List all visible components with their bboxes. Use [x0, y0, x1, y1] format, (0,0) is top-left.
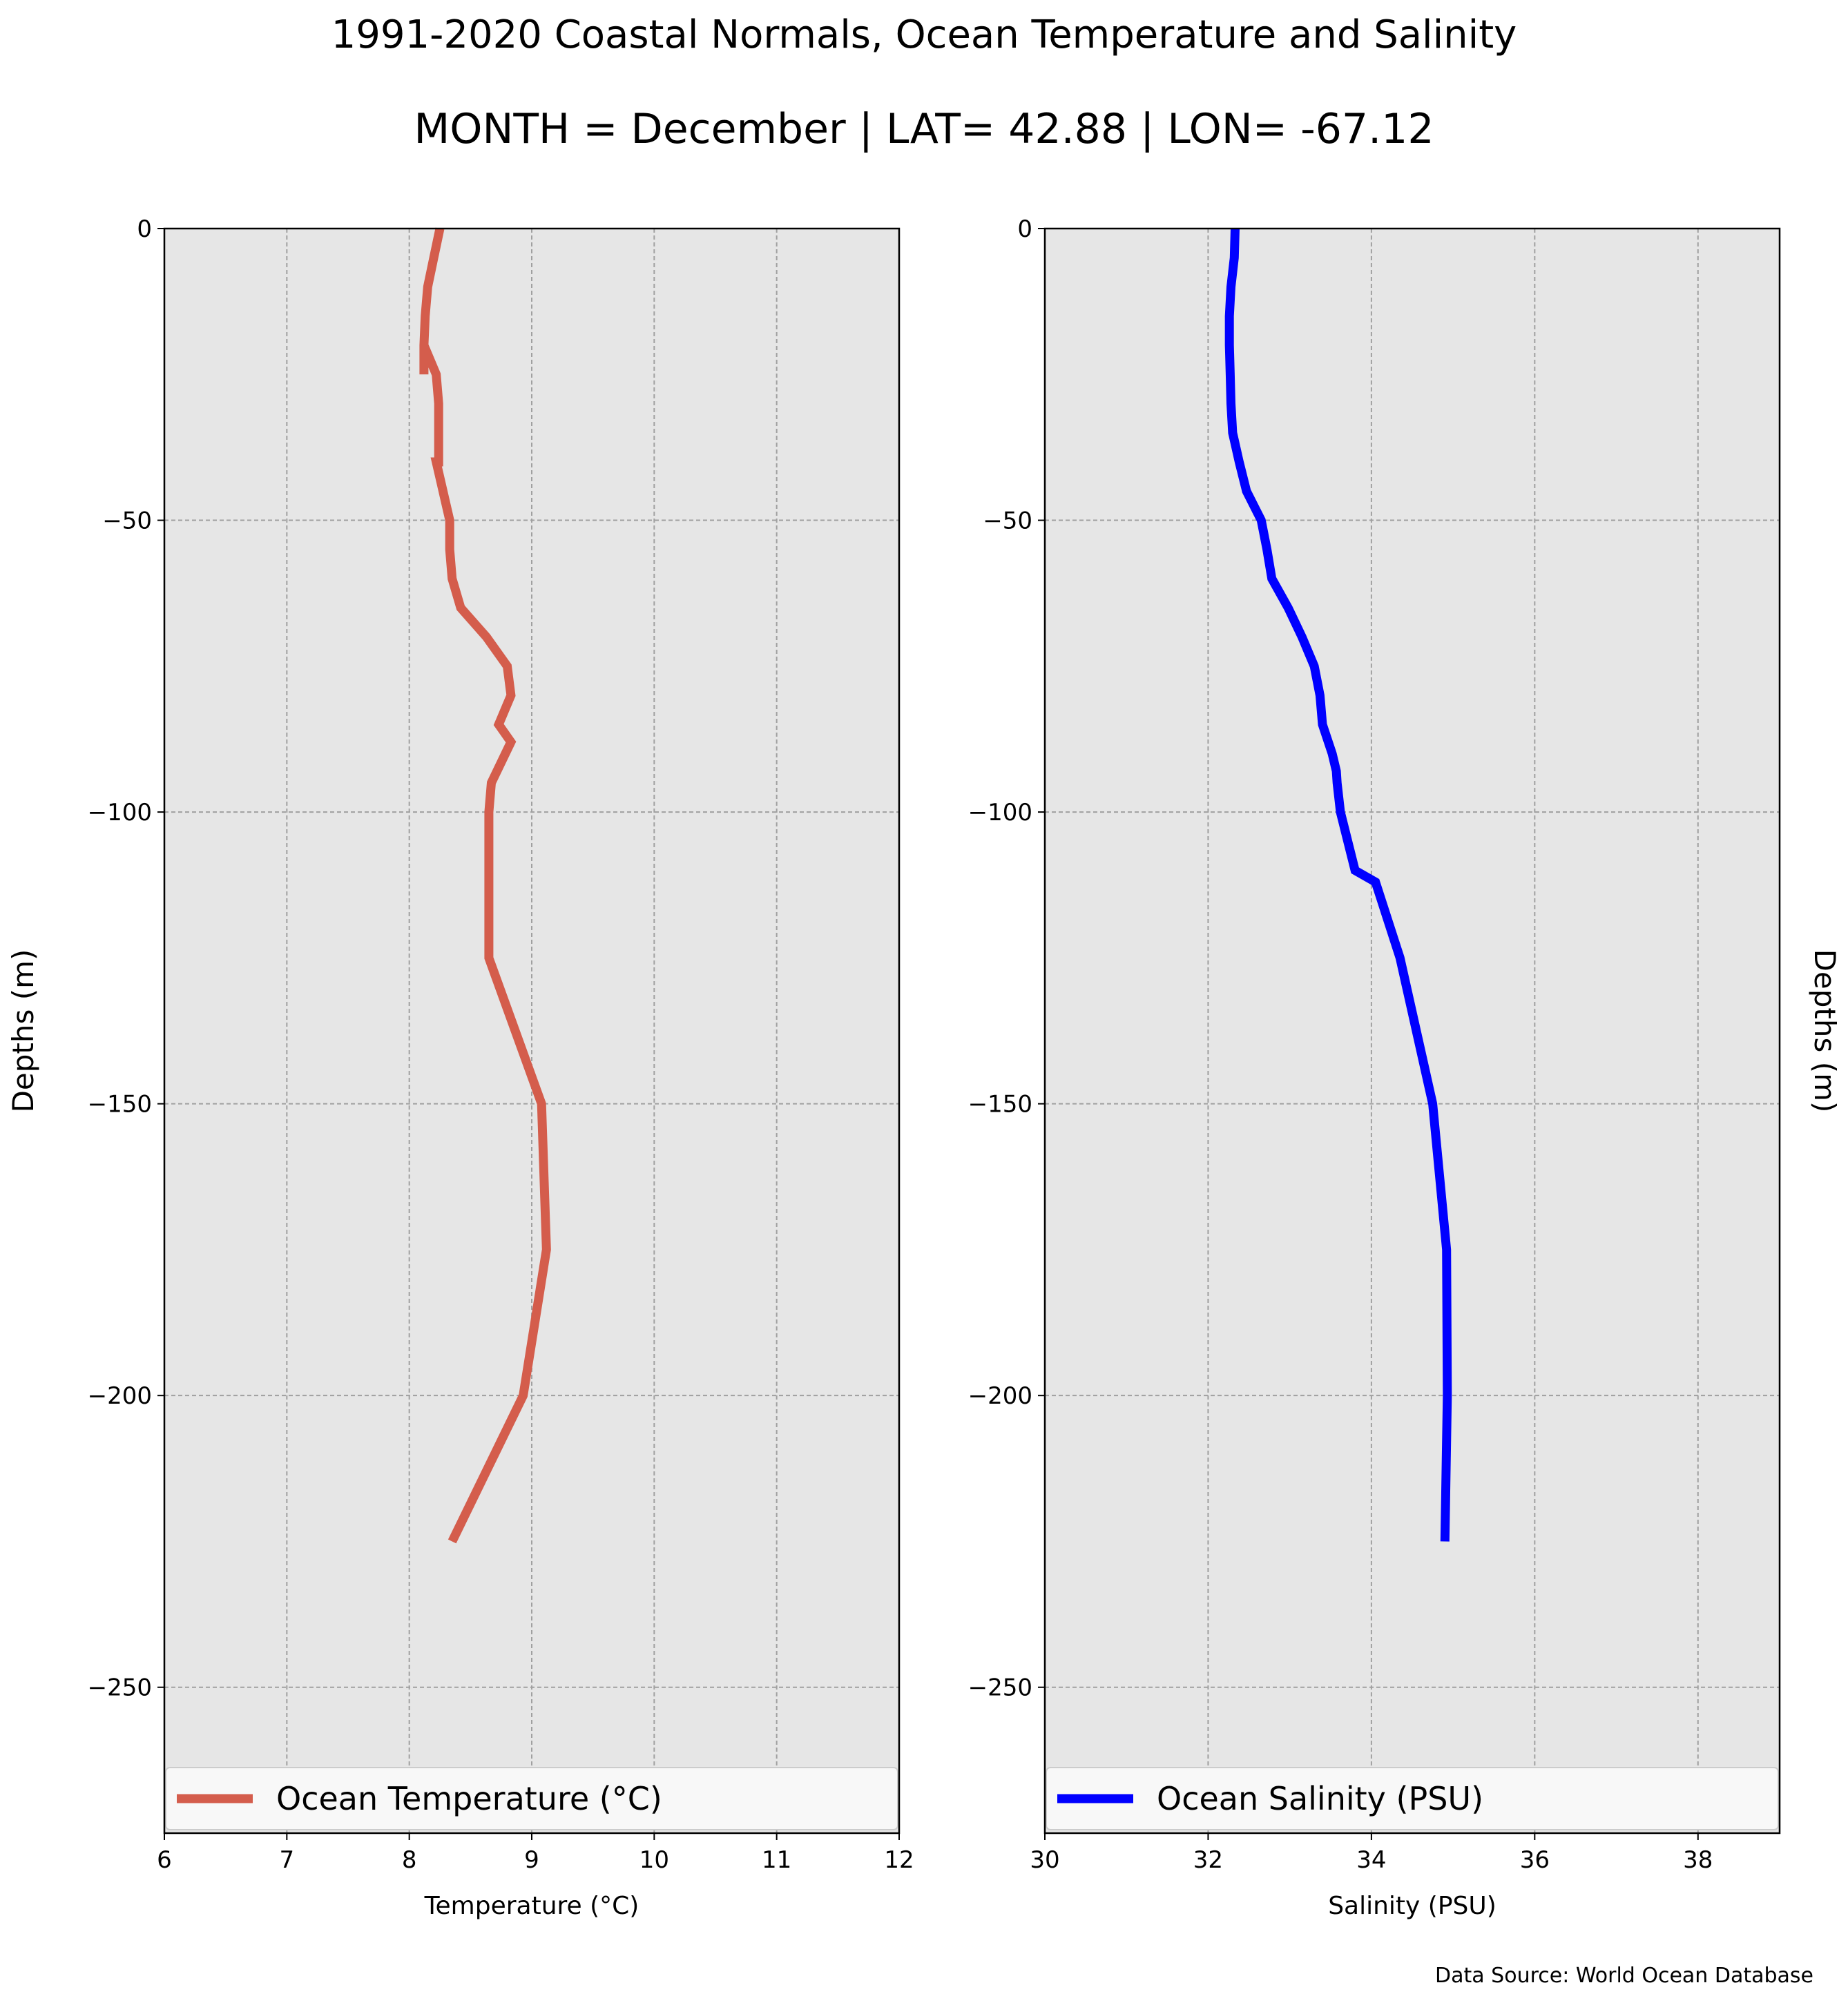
- temperature-y-tick-label: −200: [88, 1382, 152, 1410]
- salinity-y-axis-label: Depths (m): [1808, 949, 1842, 1113]
- salinity-x-tick-label: 38: [1683, 1846, 1713, 1874]
- temperature-x-tick-label: 6: [157, 1846, 172, 1874]
- temperature-y-tick-label: −250: [88, 1674, 152, 1702]
- temperature-y-tick-label: 0: [137, 215, 152, 243]
- salinity-x-tick-label: 32: [1193, 1846, 1223, 1874]
- salinity-panel: Ocean Salinity (PSU) 30 32 34 36 38 0 −50 −100 −1…: [968, 215, 1842, 1920]
- salinity-axes-frame: [1043, 227, 1781, 1835]
- salinity-y-tick-label: −200: [968, 1382, 1032, 1410]
- temperature-x-tick-label: 9: [524, 1846, 539, 1874]
- salinity-series-line: [1224, 228, 1452, 1542]
- temperature-y-axis-label: Depths (m): [6, 949, 40, 1113]
- temperature-x-tick-label: 11: [762, 1846, 791, 1874]
- salinity-y-tick-label: −150: [968, 1091, 1032, 1119]
- chart-subtitle: MONTH = December | LAT= 42.88 | LON= -67…: [414, 105, 1434, 153]
- temperature-legend-label: Ocean Temperature (°C): [276, 1780, 662, 1817]
- data-source-note: Data Source: World Ocean Database: [1435, 1964, 1813, 1988]
- salinity-x-tick-label: 36: [1520, 1846, 1550, 1874]
- temperature-legend-box: [165, 1767, 898, 1830]
- salinity-legend-box: [1046, 1767, 1779, 1830]
- temperature-x-tick-label: 12: [884, 1846, 914, 1874]
- temperature-x-tick-label: 7: [280, 1846, 295, 1874]
- salinity-y-tick-label: −250: [968, 1674, 1032, 1702]
- temperature-y-tick-label: −100: [88, 799, 152, 826]
- temperature-panel: Ocean Temperature (°C) 6 7 8 9 10 11 12 0 −50 −100…: [6, 215, 914, 1920]
- salinity-y-tick-label: −100: [968, 799, 1032, 826]
- temperature-x-tick-label: 8: [402, 1846, 417, 1874]
- temperature-x-tick-label: 10: [639, 1846, 669, 1874]
- temperature-y-tick-label: −150: [88, 1091, 152, 1119]
- salinity-x-axis-label: Salinity (PSU): [1328, 1892, 1496, 1920]
- temperature-series-line: [419, 227, 551, 1544]
- salinity-x-tick-label: 30: [1030, 1846, 1059, 1874]
- salinity-y-tick-label: −50: [983, 507, 1032, 535]
- salinity-legend-label: Ocean Salinity (PSU): [1157, 1780, 1483, 1817]
- temperature-x-axis-label: Temperature (°C): [424, 1892, 639, 1920]
- chart-title: 1991-2020 Coastal Normals, Ocean Tempera…: [331, 12, 1517, 57]
- salinity-x-tick-label: 34: [1356, 1846, 1386, 1874]
- salinity-y-tick-label: 0: [1017, 215, 1032, 243]
- temperature-y-tick-label: −50: [102, 507, 152, 535]
